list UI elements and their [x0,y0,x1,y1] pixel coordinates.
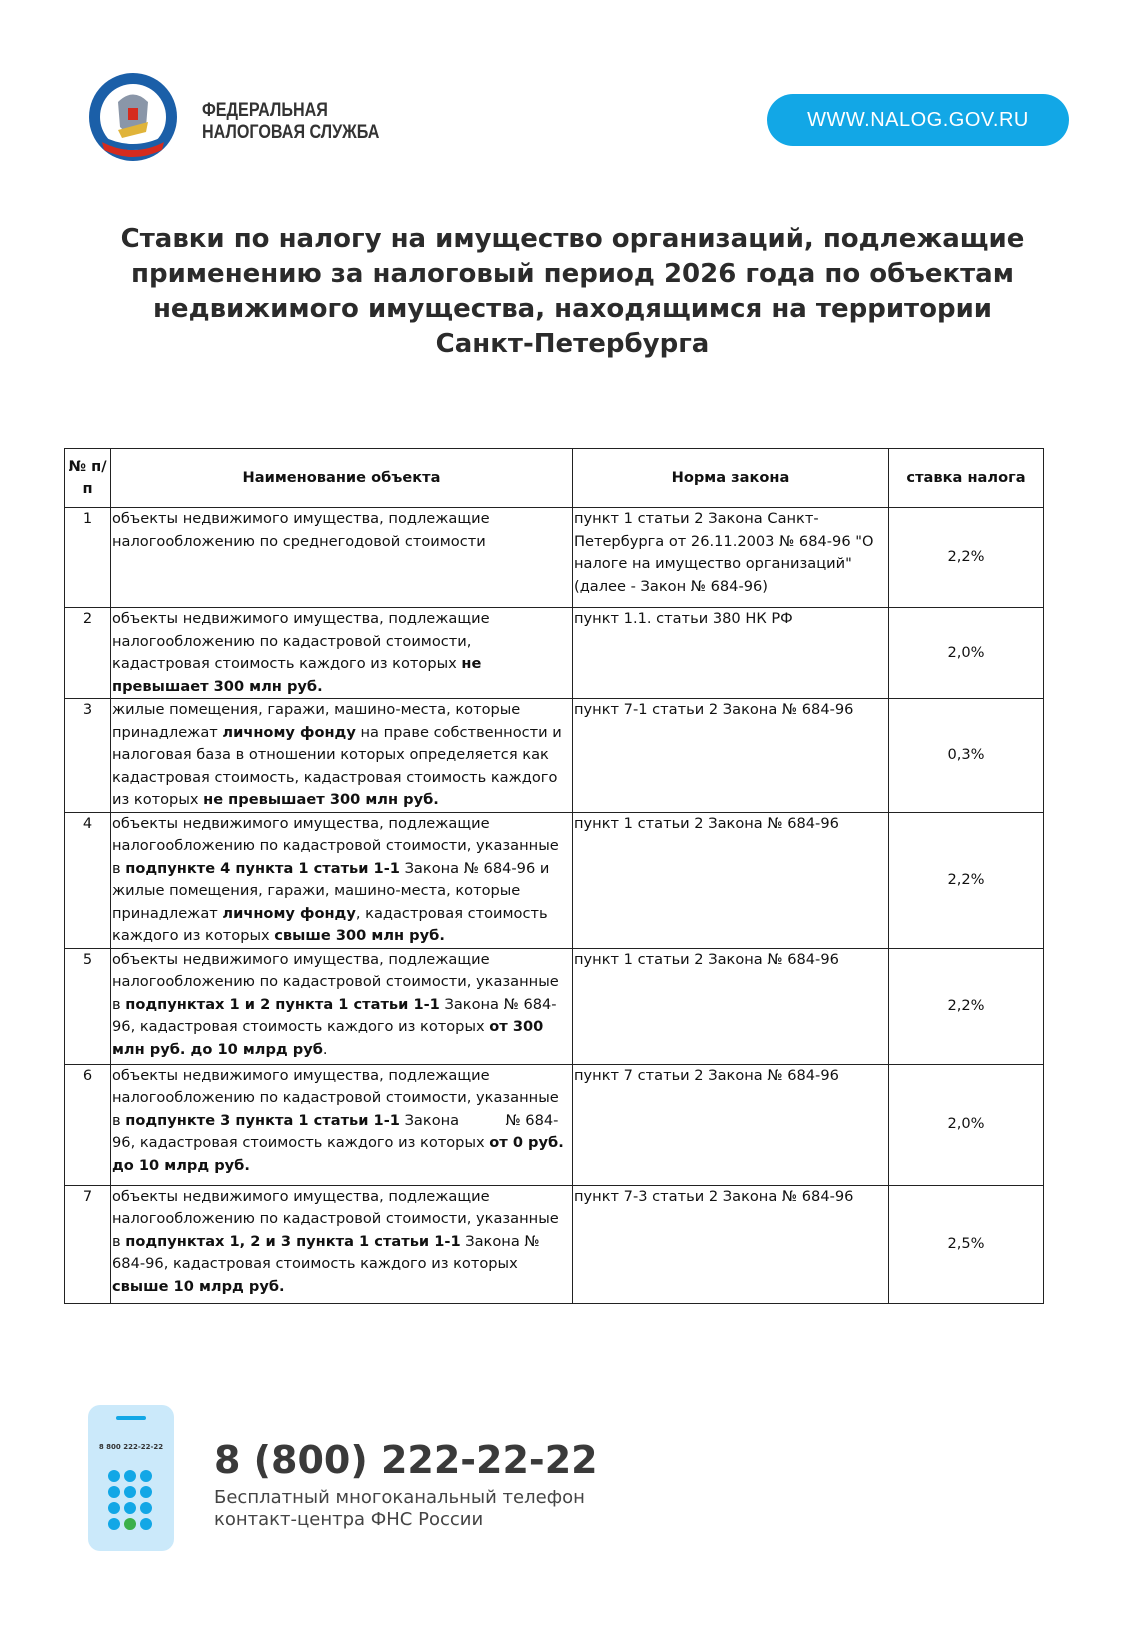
document-title: Ставки по налогу на имущество организаци… [120,224,1025,359]
object-description: объекты недвижимого имущества, подлежащи… [110,1063,573,1186]
object-description: объекты недвижимого имущества, подлежащи… [110,607,573,699]
text-segment: объекты недвижимого имущества, подлежащи… [112,1066,564,1129]
phone-speaker [116,1416,146,1420]
law-reference: пункт 7-3 статьи 2 Закона № 684-96 [572,1184,889,1304]
emphasis-text: от 300 млн руб. до 10 млрд руб [112,1018,549,1058]
emphasis-text: не превышает 300 млн руб. [112,655,487,695]
text-segment: Закона № 684-96, кадастровая стоимость к… [112,1111,559,1152]
text-segment: объекты недвижимого имущества, подлежащи… [112,950,564,1013]
tax-rate: 2,0% [888,1063,1044,1186]
emphasis-text: свыше 10 млрд руб. [112,1277,285,1295]
row-number: 1 [64,507,111,608]
text-segment: объекты недвижимого имущества, подлежащи… [112,1187,564,1250]
emphasis-text: подпунктах 1 и 2 пункта 1 статьи 1-1 [125,995,440,1013]
text-segment: Закона № 684-96, кадастровая стоимость к… [112,995,557,1036]
text-segment: на праве собственности и налоговая база … [112,723,567,809]
table-row: 7 объекты недвижимого имущества, подлежащ… [64,1184,1044,1304]
emphasis-text: подпункте 4 пункта 1 статьи 1-1 [125,859,400,877]
table-row: 5 объекты недвижимого имущества, подлежащ… [64,947,1044,1065]
col-header-object: Наименование объекта [110,448,573,508]
tax-rate: 2,2% [888,507,1044,608]
text-segment: объекты недвижимого имущества, подлежащи… [112,814,564,877]
table-row: 4 объекты недвижимого имущества, подлежащ… [64,811,1044,949]
emphasis-text: не превышает 300 млн руб. [203,791,439,808]
law-reference: пункт 1.1. статьи 380 НК РФ [572,607,889,699]
tax-rates-table: № п/п Наименование объекта Норма закона … [64,448,1044,1304]
tax-rate: 2,2% [888,811,1044,949]
object-description: объекты недвижимого имущества, подлежащи… [110,811,573,949]
col-header-law: Норма закона [572,448,889,508]
hotline-phone[interactable]: 8 (800) 222-22-22 [214,1438,598,1482]
row-number: 4 [64,811,111,949]
law-reference: пункт 1 статьи 2 Закона Санкт-Петербурга… [572,507,889,608]
org-name: ФЕДЕРАЛЬНАЯ НАЛОГОВАЯ СЛУЖБА [202,100,379,144]
emphasis-text: свыше 300 млн руб. [274,927,445,944]
hotline-line1: Бесплатный многоканальный телефон [214,1487,585,1508]
tax-rate: 2,2% [888,947,1044,1065]
emphasis-text: подпункте 3 пункта 1 статьи 1-1 [125,1111,400,1129]
table-row: 2 объекты недвижимого имущества, подлежащ… [64,607,1044,699]
tax-rate: 0,3% [888,698,1044,813]
emphasis-text: от 0 руб. до 10 млрд руб. [112,1134,569,1174]
fns-emblem-logo [89,73,177,161]
org-name-line2: НАЛОГОВАЯ СЛУЖБА [202,122,380,143]
row-number: 3 [64,698,111,813]
text-segment: Закона № 684-96 и жилые помещения, гараж… [112,859,555,922]
org-name-line1: ФЕДЕРАЛЬНАЯ [202,100,328,121]
object-description: объекты недвижимого имущества, подлежащи… [110,1184,573,1304]
tax-rate: 2,5% [888,1184,1044,1304]
row-number: 6 [64,1063,111,1186]
tax-rate: 2,0% [888,607,1044,699]
table-header-row: № п/п Наименование объекта Норма закона … [64,448,1044,508]
emphasis-text: подпунктах 1, 2 и 3 пункта 1 статьи 1-1 [125,1232,461,1250]
object-description: жилые помещения, гаражи, машино-места, к… [110,698,573,813]
text-segment: . [322,1040,328,1058]
table-row: 3 жилые помещения, гаражи, машино-места, … [64,698,1044,813]
table-row: 1 объекты недвижимого имущества, подлежащ… [64,507,1044,608]
emphasis-text: личному фонду [222,723,356,741]
website-link[interactable]: WWW.NALOG.GOV.RU [767,94,1069,146]
row-number: 2 [64,607,111,699]
row-number: 5 [64,947,111,1065]
object-description: объекты недвижимого имущества, подлежащи… [110,507,573,608]
col-header-number: № п/п [64,448,111,508]
col-header-rate: ставка налога [888,448,1044,508]
phone-screen-number: 8 800 222-22-22 [98,1443,164,1451]
hotline-description: Бесплатный многоканальный телефон контак… [214,1487,585,1531]
keypad-dots [108,1470,152,1530]
object-description: объекты недвижимого имущества, подлежащи… [110,947,573,1065]
phone-illustration: 8 800 222-22-22 [88,1405,174,1551]
law-reference: пункт 1 статьи 2 Закона № 684-96 [572,811,889,949]
text-segment: объекты недвижимого имущества, подлежащи… [112,610,495,672]
text-segment: Закона № 684-96, кадастровая стоимость к… [112,1232,545,1273]
hotline-line2: контакт-центра ФНС России [214,1509,484,1530]
law-reference: пункт 7 статьи 2 Закона № 684-96 [572,1063,889,1186]
law-reference: пункт 7-1 статьи 2 Закона № 684-96 [572,698,889,813]
text-segment: , кадастровая стоимость каждого из котор… [112,904,553,945]
text-segment: жилые помещения, гаражи, машино-места, к… [112,701,525,741]
row-number: 7 [64,1184,111,1304]
emphasis-text: личному фонду [222,904,356,922]
table-row: 6 объекты недвижимого имущества, подлежащ… [64,1063,1044,1186]
law-reference: пункт 1 статьи 2 Закона № 684-96 [572,947,889,1065]
text-segment: объекты недвижимого имущества, подлежащи… [112,510,495,550]
